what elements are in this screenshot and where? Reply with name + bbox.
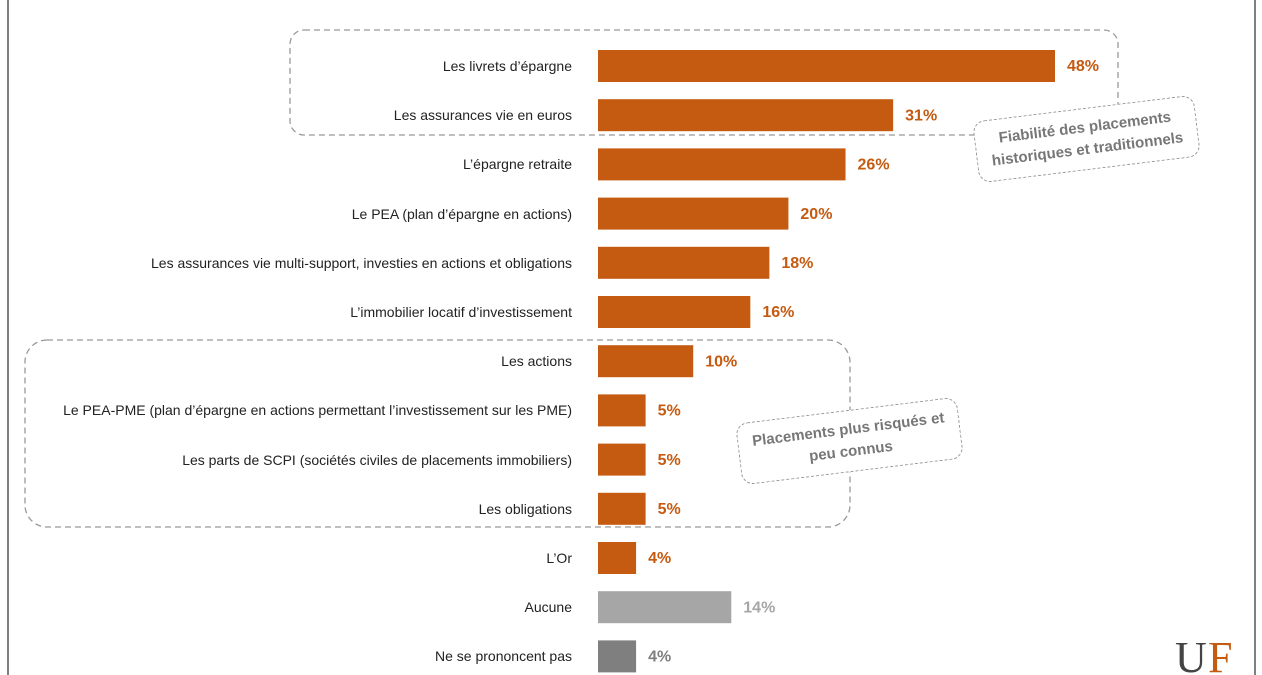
logo: U	[1175, 633, 1207, 675]
category-label: L’immobilier locatif d’investissement	[350, 304, 572, 320]
bar	[598, 50, 1055, 82]
logo: F	[1208, 633, 1232, 675]
bar	[598, 640, 637, 673]
group-box	[24, 339, 851, 528]
value-label: 5%	[658, 501, 681, 518]
bar	[598, 197, 789, 230]
bar	[598, 246, 770, 279]
bar	[598, 492, 646, 525]
category-label: Les livrets d’épargne	[442, 58, 572, 74]
value-label: 31%	[905, 107, 937, 124]
bar	[598, 345, 694, 378]
value-label: 48%	[1067, 58, 1099, 75]
bar	[598, 99, 894, 132]
value-label: 10%	[705, 353, 737, 370]
value-label: 5%	[658, 452, 681, 469]
bar	[598, 591, 732, 624]
value-label: 4%	[648, 550, 671, 567]
value-label: 4%	[648, 649, 671, 666]
category-label: Les assurances vie en euros	[393, 107, 572, 124]
value-label: 20%	[800, 206, 832, 223]
bar	[598, 148, 846, 181]
value-label: 14%	[743, 599, 775, 616]
value-label: 5%	[658, 403, 681, 420]
category-label: Les obligations	[478, 500, 572, 517]
group-box	[289, 29, 1119, 136]
category-label: Les assurances vie multi-support, invest…	[151, 254, 572, 271]
category-label: Le PEA-PME (plan d’épargne en actions pe…	[63, 402, 572, 419]
value-label: 18%	[781, 255, 813, 272]
value-label: 26%	[858, 157, 890, 174]
bar	[598, 296, 751, 328]
category-label: L’Or	[546, 550, 572, 566]
category-label: Le PEA (plan d’épargne en actions)	[351, 205, 572, 222]
category-label: Aucune	[524, 599, 572, 616]
category-label: Les parts de SCPI (sociétés civiles de p…	[182, 451, 572, 468]
bar	[598, 443, 646, 476]
bar	[598, 542, 637, 574]
bar	[598, 394, 646, 427]
category-label: Les actions	[501, 353, 572, 370]
category-label: L’épargne retraite	[463, 156, 572, 173]
value-label: 16%	[762, 304, 794, 321]
category-label: Ne se prononcent pas	[435, 648, 572, 665]
